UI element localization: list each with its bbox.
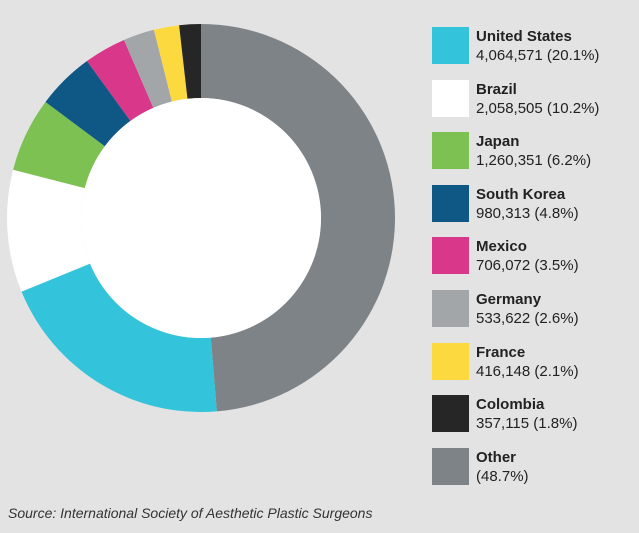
legend-label: United States [476,28,572,45]
legend-swatch [432,342,469,380]
legend-label: South Korea [476,185,566,203]
legend-swatch [432,79,469,117]
slice-other [201,24,395,412]
legend-value: 2,058,505 (10.2%) [476,99,600,117]
legend-label: Mexico [476,238,527,256]
legend-value: 706,072 (3.5%) [476,257,579,275]
legend-swatch [432,184,469,222]
legend-swatch [432,27,469,64]
slice-mexico [86,39,154,121]
slice-france [153,25,188,102]
legend-swatch [432,447,469,485]
legend-label: France [476,343,526,361]
donut-hole [81,98,321,338]
slice-brazil [6,169,90,292]
legend-swatch [432,289,469,327]
source-note: Source: International Society of Aesthet… [8,505,373,521]
slice-germany [123,29,172,108]
legend-value: 4,064,571 (20.1%) [476,47,600,64]
slice-japan [13,102,105,189]
legend-label: Brazil [476,80,517,98]
legend-label: Japan [476,133,520,151]
legend-label: Germany [476,290,542,308]
slice-colombia [179,24,201,99]
legend-value: 416,148 (2.1%) [476,362,579,380]
legend-value: 980,313 (4.8%) [476,204,579,222]
slice-united-states [21,263,217,412]
legend-value: 533,622 (2.6%) [476,309,579,327]
legend-swatch [432,395,469,433]
donut-chart [6,24,395,412]
legend-value: 357,115 (1.8%) [476,415,578,433]
legend-value: 1,260,351 (6.2%) [476,152,592,170]
slice-south-korea [45,61,131,147]
legend-label: Colombia [476,396,545,414]
legend-swatch [432,237,469,275]
legend-swatch [432,132,469,170]
legend-label: Other [476,448,517,466]
legend-value: (48.7%) [476,467,529,485]
